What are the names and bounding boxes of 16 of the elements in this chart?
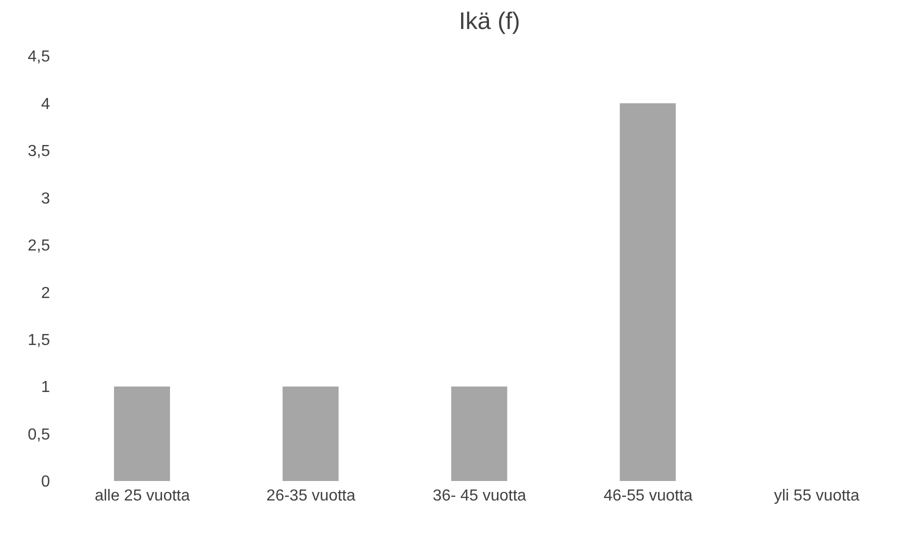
x-tick-label: yli 55 vuotta	[774, 487, 860, 504]
y-tick-label: 3,5	[28, 143, 50, 160]
y-tick-label: 2	[41, 284, 50, 302]
y-tick-label: 1,5	[28, 332, 50, 350]
y-tick-label: 1	[41, 379, 50, 396]
y-tick-label: 3	[41, 190, 50, 208]
y-tick-label: 4,5	[28, 48, 50, 66]
x-tick-label: 36- 45 vuotta	[432, 487, 526, 504]
y-tick-label: 0,5	[28, 426, 50, 444]
x-tick-label: 46-55 vuotta	[604, 487, 693, 504]
y-tick-label: 0	[41, 474, 50, 491]
y-tick-label: 2,5	[28, 238, 50, 255]
x-tick-label: alle 25 vuotta	[94, 487, 190, 504]
x-tick-label: 26-35 vuotta	[266, 487, 356, 504]
y-tick-label: 4	[41, 96, 50, 113]
chart-title: Ikä (f)	[458, 8, 522, 36]
